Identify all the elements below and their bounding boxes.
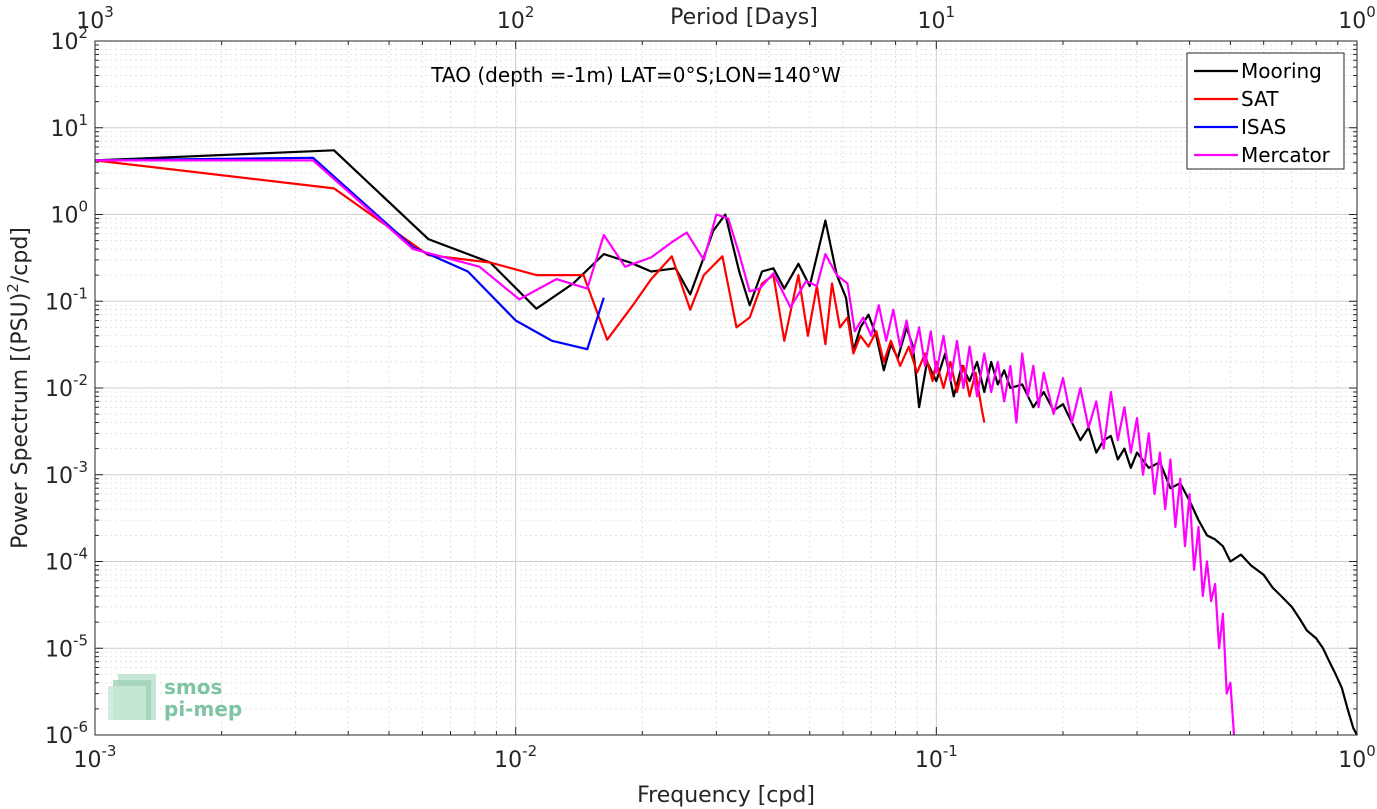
y-tick-label-base: 10 [45, 724, 73, 749]
y-axis-label-sup: 2 [4, 283, 22, 293]
x-tick-label-exp: -2 [522, 742, 537, 760]
logo-shape-front [108, 686, 146, 720]
legend-label-sat: SAT [1241, 87, 1279, 111]
series-line-mercator [95, 159, 1236, 736]
x-tick-label: 10-1 [915, 742, 958, 773]
series-line-mooring [94, 149, 1358, 736]
x2-tick-label: 102 [497, 3, 535, 34]
smos-pi-mep-logo: smos pi-mep [108, 674, 242, 721]
x2-tick-label: 103 [76, 3, 114, 34]
x-tick-label-base: 10 [494, 748, 522, 773]
legend-label-isas: ISAS [1241, 115, 1286, 139]
y-tick-label-base: 10 [50, 204, 78, 229]
x2-tick-label: 100 [1338, 3, 1376, 34]
y-tick-label: 10-2 [45, 371, 88, 402]
y-tick-label: 10-1 [45, 284, 88, 315]
series-line-sat [94, 159, 986, 423]
y-axis-label: Power Spectrum [(PSU)2/cpd] [4, 227, 33, 549]
x-tick-label: 10-2 [494, 742, 537, 773]
x2-tick-label-exp: 2 [525, 3, 535, 21]
series-line-isas [94, 156, 605, 351]
x2-axis-label: Period [Days] [670, 5, 818, 30]
minor-grid [95, 41, 1357, 735]
x-tick-label: 100 [1338, 742, 1376, 773]
y-tick-label: 10-5 [45, 631, 88, 662]
y-tick-label-exp: -4 [73, 545, 88, 563]
y-axis-label-main: Power Spectrum [(PSU) [8, 293, 33, 549]
chart-title: TAO (depth =-1m) LAT=0°S;LON=140°W [430, 63, 841, 87]
x2-tick-label-exp: 1 [946, 3, 956, 21]
y-tick-label-exp: 0 [78, 198, 88, 216]
x-tick-label-exp: -3 [102, 742, 117, 760]
y-tick-label-exp: -6 [73, 718, 88, 736]
y-tick-label-base: 10 [50, 30, 78, 55]
legend-label-mercator: Mercator [1241, 143, 1331, 167]
y-tick-label-base: 10 [45, 637, 73, 662]
y-tick-label-exp: -5 [73, 631, 88, 649]
y-tick-label: 101 [50, 111, 88, 142]
y-tick-label-base: 10 [50, 117, 78, 142]
x2-tick-labels: 103 102 101 100 [76, 3, 1376, 34]
y-tick-label-exp: -3 [73, 458, 88, 476]
x-tick-label-base: 10 [74, 748, 102, 773]
series-layer [94, 149, 1358, 736]
logo-text-pi-mep: pi-mep [164, 697, 242, 721]
x2-tick-label-base: 10 [918, 9, 946, 34]
x2-tick-label: 101 [918, 3, 956, 34]
x2-tick-label-base: 10 [497, 9, 525, 34]
y-tick-label-exp: 1 [78, 111, 88, 129]
legend-label-mooring: Mooring [1241, 59, 1322, 83]
legend: Mooring SAT ISAS Mercator [1186, 52, 1345, 170]
x-tick-label-exp: -1 [943, 742, 958, 760]
y-tick-label-base: 10 [45, 464, 73, 489]
x2-tick-label-base: 10 [1338, 9, 1366, 34]
y-tick-label: 10-3 [45, 458, 88, 489]
x-tick-label-base: 10 [915, 748, 943, 773]
tick-marks [94, 40, 1358, 736]
x-tick-labels: 10-3 10-2 10-1 100 [74, 742, 1376, 773]
y-tick-label-exp: 2 [78, 24, 88, 42]
x-tick-label-exp: 0 [1366, 742, 1376, 760]
y-tick-label: 10-6 [45, 718, 88, 749]
y-tick-label-exp: -1 [73, 284, 88, 302]
x-axis-label: Frequency [cpd] [637, 783, 815, 808]
x2-tick-label-exp: 3 [104, 3, 114, 21]
x2-tick-label-base: 10 [76, 9, 104, 34]
y-tick-label: 10-4 [45, 545, 88, 576]
logo-text-smos: smos [164, 675, 222, 699]
y-tick-label-base: 10 [45, 551, 73, 576]
y-tick-label: 100 [50, 198, 88, 229]
x-tick-label-base: 10 [1338, 748, 1366, 773]
x2-tick-label-exp: 0 [1366, 3, 1376, 21]
y-tick-label: 102 [50, 24, 88, 55]
legend-box [1186, 52, 1345, 170]
y-tick-label-exp: -2 [73, 371, 88, 389]
y-tick-label-base: 10 [45, 377, 73, 402]
y-tick-label-base: 10 [45, 290, 73, 315]
y-axis-label-tail: /cpd] [8, 227, 33, 283]
x-tick-label: 10-3 [74, 742, 117, 773]
